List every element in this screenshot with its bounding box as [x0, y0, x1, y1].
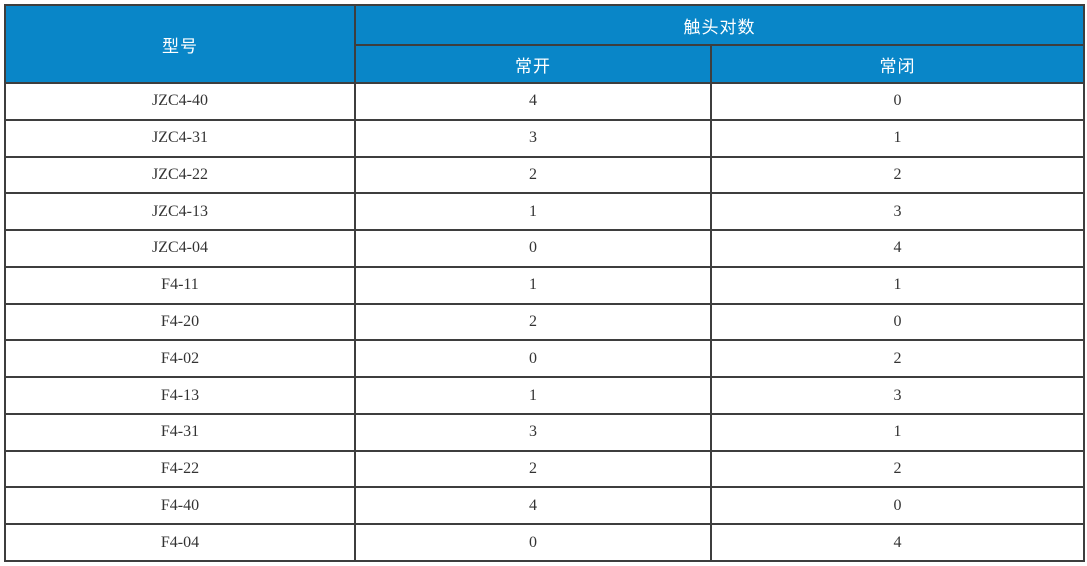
- cell-model: F4-20: [4, 302, 356, 342]
- table-row: F4-40 4 0: [4, 486, 1085, 526]
- cell-normally-open: 2: [354, 155, 712, 195]
- cell-normally-closed: 4: [710, 229, 1085, 268]
- table-row: F4-20 2 0: [4, 302, 1085, 342]
- cell-normally-open: 2: [354, 302, 712, 342]
- table-row: F4-11 1 1: [4, 265, 1085, 305]
- cell-normally-closed: 4: [710, 523, 1085, 562]
- cell-normally-open: 1: [354, 265, 712, 305]
- cell-normally-closed: 3: [710, 376, 1085, 415]
- cell-normally-open: 1: [354, 192, 712, 232]
- cell-normally-closed: 2: [710, 155, 1085, 195]
- cell-model: F4-11: [4, 265, 356, 305]
- table-row: F4-31 3 1: [4, 412, 1085, 452]
- cell-model: F4-40: [4, 486, 356, 526]
- cell-model: JZC4-31: [4, 118, 356, 158]
- table-header: 型号 触头对数 常开 常闭: [4, 4, 1085, 84]
- cell-normally-closed: 1: [710, 412, 1085, 452]
- cell-normally-closed: 0: [710, 486, 1085, 526]
- table-row: JZC4-22 2 2: [4, 155, 1085, 195]
- cell-normally-open: 0: [354, 339, 712, 379]
- cell-model: F4-13: [4, 376, 356, 415]
- cell-model: F4-31: [4, 412, 356, 452]
- cell-model: JZC4-22: [4, 155, 356, 195]
- table-row: F4-04 0 4: [4, 523, 1085, 562]
- cell-normally-closed: 1: [710, 265, 1085, 305]
- cell-normally-closed: 0: [710, 82, 1085, 121]
- cell-normally-open: 1: [354, 376, 712, 415]
- table-row: JZC4-40 4 0: [4, 82, 1085, 121]
- cell-normally-open: 3: [354, 412, 712, 452]
- header-normally-open: 常开: [354, 44, 712, 84]
- cell-normally-open: 2: [354, 449, 712, 489]
- cell-model: JZC4-04: [4, 229, 356, 268]
- cell-model: JZC4-40: [4, 82, 356, 121]
- contact-pairs-table: 型号 触头对数 常开 常闭 JZC4-40 4 0 JZC4-31 3 1 JZ…: [4, 4, 1085, 562]
- table-row: F4-22 2 2: [4, 449, 1085, 489]
- cell-normally-closed: 3: [710, 192, 1085, 232]
- cell-normally-open: 4: [354, 82, 712, 121]
- header-contact-pairs: 触头对数: [354, 4, 1085, 46]
- table-row: JZC4-13 1 3: [4, 192, 1085, 232]
- cell-normally-open: 0: [354, 229, 712, 268]
- table-body: JZC4-40 4 0 JZC4-31 3 1 JZC4-22 2 2 JZC4…: [4, 82, 1085, 562]
- table-row: F4-02 0 2: [4, 339, 1085, 379]
- cell-normally-open: 4: [354, 486, 712, 526]
- cell-normally-closed: 2: [710, 449, 1085, 489]
- cell-normally-open: 0: [354, 523, 712, 562]
- table-row: JZC4-31 3 1: [4, 118, 1085, 158]
- table-row: JZC4-04 0 4: [4, 229, 1085, 268]
- cell-normally-closed: 1: [710, 118, 1085, 158]
- cell-model: F4-04: [4, 523, 356, 562]
- cell-normally-closed: 2: [710, 339, 1085, 379]
- cell-model: JZC4-13: [4, 192, 356, 232]
- header-model: 型号: [4, 4, 356, 84]
- cell-normally-closed: 0: [710, 302, 1085, 342]
- cell-normally-open: 3: [354, 118, 712, 158]
- table-row: F4-13 1 3: [4, 376, 1085, 415]
- cell-model: F4-02: [4, 339, 356, 379]
- cell-model: F4-22: [4, 449, 356, 489]
- header-normally-closed: 常闭: [710, 44, 1085, 84]
